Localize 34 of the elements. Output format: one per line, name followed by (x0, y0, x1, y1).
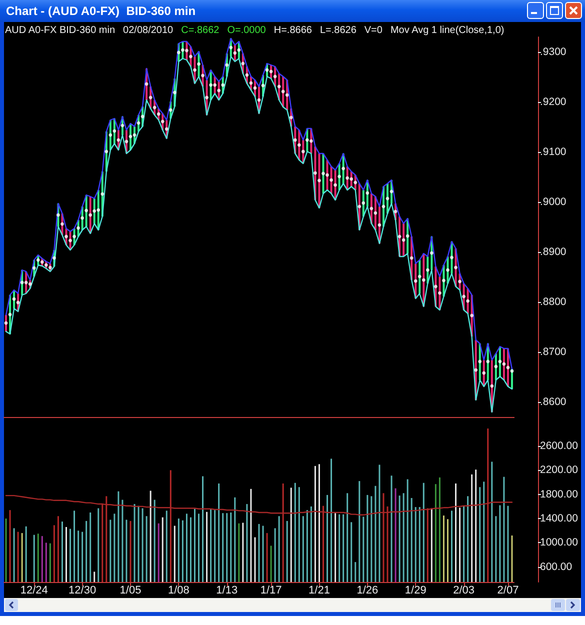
x-tick-label: 12/30 (68, 584, 96, 596)
text: L=.8626 (320, 25, 356, 37)
x-tick-label: 1/08 (168, 584, 190, 596)
text: Mov Avg 1 line(Close,1,0) (390, 25, 504, 37)
y-tick-label: 2200.00 (540, 464, 578, 476)
y-tick-label: .9200 (540, 96, 566, 108)
x-tick-label: 1/17 (260, 584, 282, 596)
text: H=.8666 (274, 25, 312, 37)
y-tick-label: .8700 (540, 346, 566, 358)
x-tick-label: 2/07 (497, 584, 519, 596)
x-tick-label: 2/03 (453, 584, 475, 596)
y-tick-label: .8600 (540, 396, 566, 408)
chart-title: Chart - (AUD A0-FX) BID-360 min (6, 4, 196, 18)
y-tick-label: .9000 (540, 196, 566, 208)
y-tick-label: 1800.00 (540, 488, 578, 500)
y-tick-label: 1000.00 (540, 536, 578, 549)
y-tick-label: .9300 (540, 46, 566, 58)
y-tick-label: .9100 (540, 146, 566, 158)
x-tick-label: 1/05 (120, 584, 142, 596)
x-tick-label: 1/29 (404, 584, 426, 596)
y-tick-label: .8800 (540, 296, 566, 308)
text: V=0 (364, 25, 382, 37)
text: C=.8662 (181, 25, 220, 37)
text: 02/08/2010 (123, 25, 174, 37)
text: AUD A0-FX BID-360 min (5, 25, 116, 37)
x-tick-label: 12/24 (20, 584, 48, 596)
y-tick-label: 1400.00 (540, 512, 578, 525)
y-tick-label: 2600.00 (540, 440, 578, 452)
x-tick-label: 1/21 (308, 584, 330, 596)
x-tick-label: 1/13 (216, 584, 238, 596)
y-tick-label: .8900 (540, 246, 566, 258)
x-tick-label: 1/26 (356, 584, 378, 596)
text: O=.0000 (227, 25, 266, 37)
y-tick-label: 600.00 (540, 560, 572, 573)
